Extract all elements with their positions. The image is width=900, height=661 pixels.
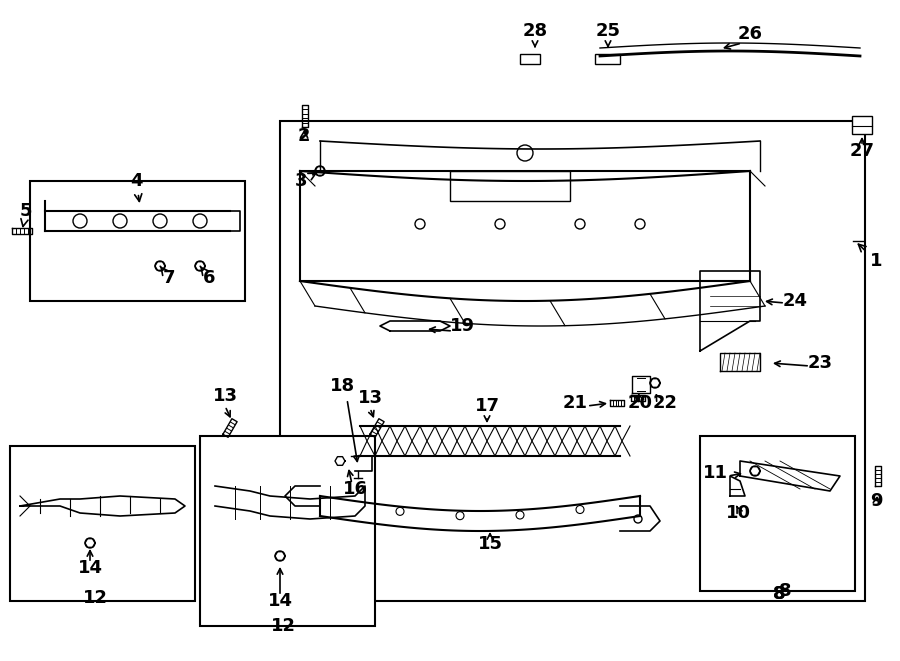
Text: 15: 15 (478, 535, 502, 553)
Text: 26: 26 (737, 25, 762, 43)
Text: 19: 19 (449, 317, 474, 335)
Text: 28: 28 (522, 22, 547, 40)
Text: 2: 2 (298, 127, 310, 145)
Text: 25: 25 (596, 22, 620, 40)
Text: 11: 11 (703, 464, 727, 482)
Text: 13: 13 (212, 387, 238, 405)
Text: 21: 21 (562, 394, 588, 412)
Text: 1: 1 (859, 244, 883, 270)
Bar (700, 436, 855, 591)
Bar (520, 54, 540, 64)
Text: 7: 7 (160, 266, 176, 287)
Text: 12: 12 (83, 589, 107, 607)
Text: 14: 14 (267, 592, 293, 610)
Text: 12: 12 (271, 617, 295, 635)
Bar (280, 121, 865, 601)
Text: 27: 27 (850, 142, 875, 160)
Text: 13: 13 (357, 389, 382, 407)
Text: 6: 6 (200, 266, 215, 287)
Text: 23: 23 (807, 354, 833, 372)
Text: 24: 24 (782, 292, 807, 310)
Text: 8: 8 (773, 585, 786, 603)
Text: 17: 17 (474, 397, 500, 415)
Bar (30, 181, 245, 301)
Bar (200, 436, 375, 626)
Text: 16: 16 (343, 480, 367, 498)
Text: 3: 3 (295, 172, 316, 190)
Text: 4: 4 (130, 172, 142, 202)
Text: 10: 10 (725, 504, 751, 522)
Text: 8: 8 (779, 582, 792, 600)
Text: 22: 22 (652, 394, 678, 412)
Text: 9: 9 (869, 492, 882, 510)
Text: 14: 14 (77, 559, 103, 577)
Text: 20: 20 (627, 394, 652, 412)
Bar (450, 171, 570, 201)
Text: 5: 5 (20, 202, 32, 227)
Text: 8: 8 (773, 585, 786, 603)
Text: 18: 18 (329, 377, 355, 395)
Bar (10, 446, 195, 601)
Bar (595, 54, 620, 64)
Bar (852, 116, 872, 134)
